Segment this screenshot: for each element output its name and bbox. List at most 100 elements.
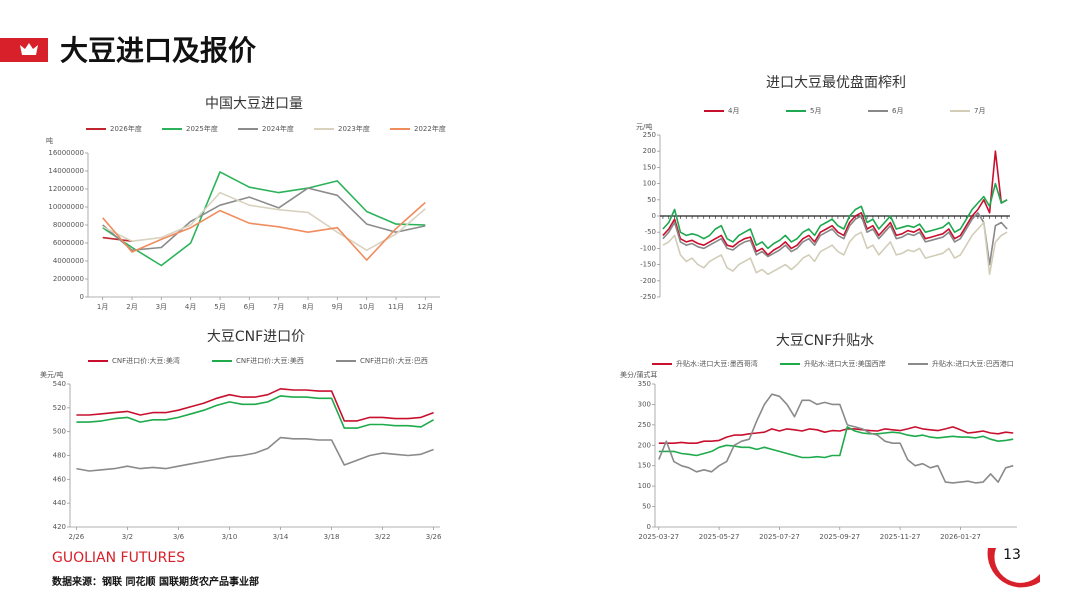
- legend-label: 升贴水:进口大豆:墨西哥湾: [676, 359, 758, 368]
- x-tick-label: 9月: [332, 303, 343, 311]
- crown-icon: [20, 43, 38, 55]
- series-line: [662, 150, 1008, 256]
- series-line: [76, 395, 434, 429]
- series-line: [76, 436, 434, 472]
- legend-label: 5月: [810, 107, 821, 115]
- y-tick-label: -150: [640, 261, 656, 269]
- y-tick-label: -200: [640, 277, 656, 285]
- source-note: 数据来源：钢联 同花顺 国联期货农产品事业部: [52, 575, 259, 588]
- x-tick-label: 6月: [244, 303, 255, 311]
- x-tick-label: 2025-07-27: [759, 533, 800, 541]
- legend-label: 2026年度: [110, 124, 142, 133]
- chart-title: 大豆CNF进口价: [207, 329, 305, 345]
- series-line: [658, 426, 1014, 444]
- y-axis-unit: 美分/蒲式耳: [620, 370, 657, 379]
- series-line: [658, 393, 1014, 484]
- y-tick-label: 500: [53, 428, 66, 436]
- y-tick-label: 460: [53, 475, 66, 483]
- brand: GUOLIAN FUTURES: [52, 550, 185, 566]
- slide-title: 大豆进口及报价: [60, 34, 257, 67]
- y-tick-label: 8000000: [53, 221, 84, 229]
- y-tick-label: 100: [638, 482, 651, 490]
- page-number: 13: [1003, 547, 1021, 563]
- legend-label: 7月: [974, 107, 985, 115]
- y-tick-label: 0: [80, 293, 84, 301]
- x-tick-label: 3/6: [173, 533, 185, 541]
- x-tick-label: 3/10: [222, 533, 238, 541]
- legend-label: CNF进口价:大豆:巴西: [360, 356, 428, 365]
- legend-label: 升贴水:进口大豆:美国西岸: [804, 359, 886, 368]
- y-tick-label: 150: [643, 163, 656, 171]
- y-tick-label: 200: [638, 441, 651, 449]
- series-line: [102, 171, 426, 267]
- page-arc: [987, 548, 1040, 588]
- y-tick-label: 12000000: [48, 185, 84, 193]
- x-tick-label: 2025-11-27: [880, 533, 921, 541]
- x-tick-label: 3/26: [426, 533, 442, 541]
- x-tick-label: 10月: [359, 303, 375, 311]
- y-tick-label: 10000000: [48, 203, 84, 211]
- series-line: [76, 388, 434, 422]
- x-tick-label: 3/22: [375, 533, 391, 541]
- legend-label: 2023年度: [338, 124, 370, 133]
- series-line: [662, 221, 1008, 276]
- legend-label: 2024年度: [262, 124, 294, 133]
- x-tick-label: 1月: [97, 303, 108, 311]
- y-tick-label: 540: [53, 380, 66, 388]
- y-tick-label: -100: [640, 244, 656, 252]
- y-tick-label: 350: [638, 380, 651, 388]
- y-tick-label: 50: [642, 503, 651, 511]
- x-tick-label: 2月: [126, 303, 137, 311]
- series-line: [102, 187, 426, 251]
- y-tick-label: -250: [640, 293, 656, 301]
- y-tick-label: 520: [53, 404, 66, 412]
- legend-label: 2025年度: [186, 124, 218, 133]
- chart-title: 进口大豆最优盘面榨利: [766, 74, 906, 91]
- legend-label: 4月: [728, 107, 739, 115]
- y-tick-label: 4000000: [53, 257, 84, 265]
- series-line: [662, 182, 1008, 250]
- x-tick-label: 3月: [156, 303, 167, 311]
- x-tick-label: 2025-05-27: [699, 533, 740, 541]
- y-tick-label: 0: [647, 523, 651, 531]
- y-tick-label: -50: [645, 228, 656, 236]
- series-line: [102, 201, 426, 261]
- y-tick-label: 250: [638, 421, 651, 429]
- x-tick-label: 3/18: [324, 533, 340, 541]
- legend-label: CNF进口价:大豆:美西: [236, 356, 304, 365]
- y-tick-label: 200: [643, 147, 656, 155]
- y-tick-label: 480: [53, 452, 66, 460]
- x-tick-label: 2/26: [69, 533, 85, 541]
- x-tick-label: 3/2: [122, 533, 133, 541]
- x-tick-label: 4月: [185, 303, 196, 311]
- series-line: [662, 212, 1008, 266]
- x-tick-label: 2025-09-27: [819, 533, 860, 541]
- series-line: [102, 236, 133, 242]
- legend-label: 升贴水:进口大豆:巴西港口: [932, 359, 1014, 368]
- chart-title: 大豆CNF升贴水: [776, 333, 874, 349]
- y-tick-label: 300: [638, 400, 651, 408]
- y-tick-label: 6000000: [53, 239, 84, 247]
- x-tick-label: 5月: [214, 303, 225, 311]
- y-tick-label: 14000000: [48, 167, 84, 175]
- y-tick-label: 250: [643, 131, 656, 139]
- legend-label: 2022年度: [414, 124, 446, 133]
- x-tick-label: 2026-01-27: [940, 533, 981, 541]
- x-tick-label: 8月: [302, 303, 313, 311]
- legend-label: 6月: [892, 107, 903, 115]
- y-tick-label: 420: [53, 523, 66, 531]
- x-tick-label: 3/14: [273, 533, 289, 541]
- y-tick-label: 100: [643, 180, 656, 188]
- y-tick-label: 0: [652, 212, 656, 220]
- y-axis-unit: 元/吨: [636, 122, 652, 131]
- x-tick-label: 7月: [273, 303, 284, 311]
- y-tick-label: 2000000: [53, 275, 84, 283]
- series-line: [658, 426, 1014, 459]
- y-axis-unit: 吨: [46, 136, 53, 145]
- y-tick-label: 440: [53, 499, 66, 507]
- legend-label: CNF进口价:大豆:美湾: [112, 356, 180, 365]
- y-axis-unit: 美元/吨: [40, 370, 63, 379]
- x-tick-label: 11月: [388, 303, 404, 311]
- y-tick-label: 50: [647, 196, 656, 204]
